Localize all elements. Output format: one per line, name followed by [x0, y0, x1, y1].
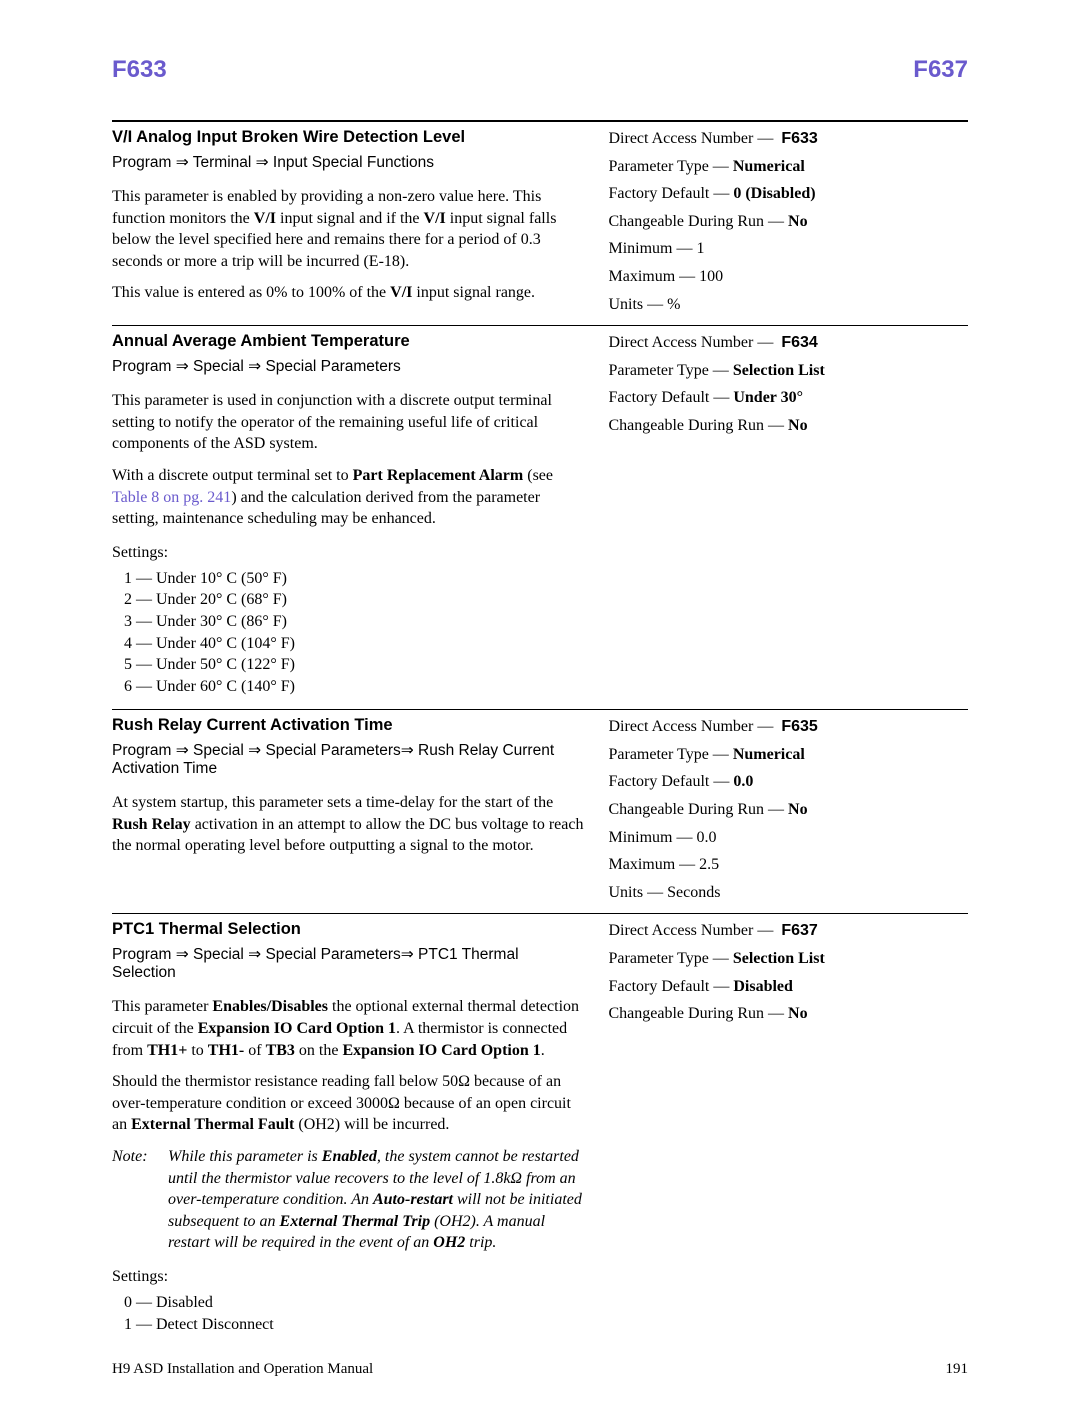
list-item: 1 — Under 10° C (50° F) — [124, 568, 584, 590]
param-title: Annual Average Ambient Temperature — [112, 332, 584, 351]
note-block: Note: While this parameter is Enabled, t… — [112, 1146, 584, 1254]
page-footer: H9 ASD Installation and Operation Manual… — [112, 1361, 968, 1378]
section-divider — [112, 120, 968, 122]
section-f635: Rush Relay Current Activation Time Progr… — [112, 714, 968, 907]
section-divider — [112, 325, 968, 326]
list-item: 3 — Under 30° C (86° F) — [124, 611, 584, 633]
meta-block: Direct Access Number — F637 Parameter Ty… — [608, 918, 968, 1028]
param-title: V/I Analog Input Broken Wire Detection L… — [112, 128, 584, 147]
settings-list: 1 — Under 10° C (50° F) 2 — Under 20° C … — [124, 568, 584, 698]
list-item: 6 — Under 60° C (140° F) — [124, 676, 584, 698]
list-item: 1 — Detect Disconnect — [124, 1314, 584, 1336]
body-paragraph: This parameter is used in conjunction wi… — [112, 390, 584, 455]
cross-reference-link[interactable]: Table 8 on pg. 241 — [112, 489, 231, 506]
note-body: While this parameter is Enabled, the sys… — [168, 1146, 584, 1254]
breadcrumb: Program ⇒ Special ⇒ Special Parameters⇒ … — [112, 741, 584, 778]
meta-block: Direct Access Number — F635 Parameter Ty… — [608, 714, 968, 907]
settings-label: Settings: — [112, 544, 584, 562]
body-paragraph: This parameter is enabled by providing a… — [112, 186, 584, 272]
section-f637: PTC1 Thermal Selection Program ⇒ Special… — [112, 918, 968, 1341]
footer-page-number: 191 — [946, 1361, 969, 1378]
body-paragraph: This parameter Enables/Disables the opti… — [112, 996, 584, 1061]
breadcrumb: Program ⇒ Special ⇒ Special Parameters⇒ … — [112, 945, 584, 982]
meta-block: Direct Access Number — F633 Parameter Ty… — [608, 126, 968, 319]
breadcrumb: Program ⇒ Terminal ⇒ Input Special Funct… — [112, 153, 584, 172]
page-header: F633 F637 — [112, 56, 968, 84]
body-paragraph: This value is entered as 0% to 100% of t… — [112, 282, 584, 304]
list-item: 4 — Under 40° C (104° F) — [124, 633, 584, 655]
note-label: Note: — [112, 1146, 168, 1254]
list-item: 2 — Under 20° C (68° F) — [124, 589, 584, 611]
list-item: 0 — Disabled — [124, 1292, 584, 1314]
header-code-right: F637 — [913, 56, 968, 84]
section-f634: Annual Average Ambient Temperature Progr… — [112, 330, 968, 703]
meta-block: Direct Access Number — F634 Parameter Ty… — [608, 330, 968, 440]
list-item: 5 — Under 50° C (122° F) — [124, 654, 584, 676]
section-divider — [112, 913, 968, 914]
header-code-left: F633 — [112, 56, 167, 84]
body-paragraph: With a discrete output terminal set to P… — [112, 465, 584, 530]
param-title: PTC1 Thermal Selection — [112, 920, 584, 939]
body-paragraph: Should the thermistor resistance reading… — [112, 1071, 584, 1136]
settings-label: Settings: — [112, 1268, 584, 1286]
body-paragraph: At system startup, this parameter sets a… — [112, 792, 584, 857]
footer-title: H9 ASD Installation and Operation Manual — [112, 1361, 373, 1378]
section-divider — [112, 709, 968, 710]
breadcrumb: Program ⇒ Special ⇒ Special Parameters — [112, 357, 584, 376]
settings-list: 0 — Disabled 1 — Detect Disconnect — [124, 1292, 584, 1335]
param-title: Rush Relay Current Activation Time — [112, 716, 584, 735]
section-f633: V/I Analog Input Broken Wire Detection L… — [112, 126, 968, 319]
